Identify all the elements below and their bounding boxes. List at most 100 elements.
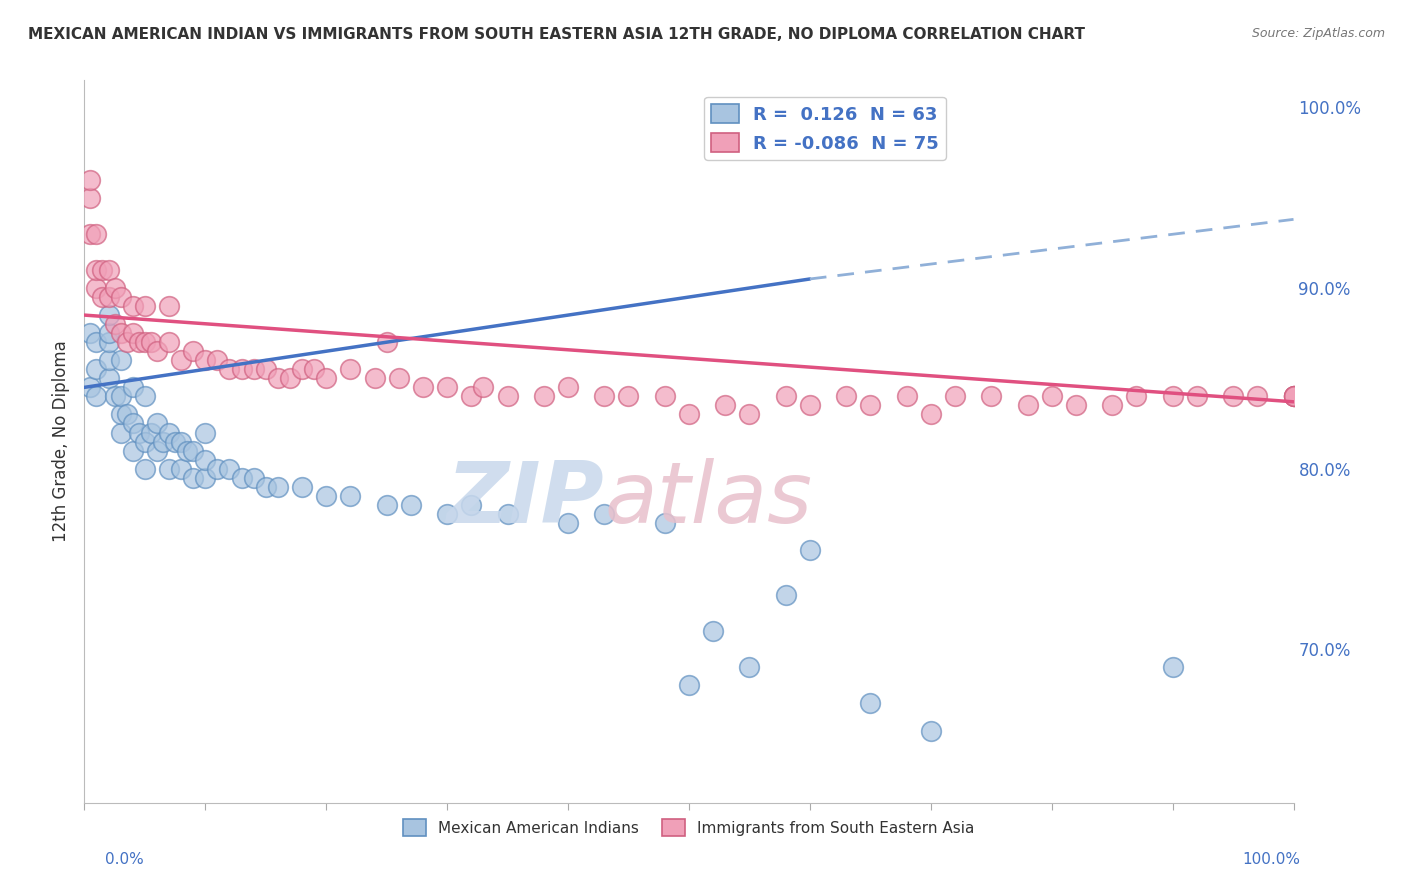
Point bbox=[315, 489, 337, 503]
Point bbox=[134, 434, 156, 449]
Point bbox=[1282, 389, 1305, 403]
Point bbox=[339, 489, 361, 503]
Point bbox=[134, 389, 156, 403]
Point bbox=[86, 281, 108, 295]
Point bbox=[104, 389, 127, 403]
Point bbox=[194, 425, 217, 440]
Point bbox=[254, 362, 277, 376]
Point bbox=[460, 498, 482, 512]
Point bbox=[194, 353, 217, 368]
Point bbox=[678, 408, 700, 422]
Point bbox=[110, 408, 132, 422]
Point bbox=[1064, 398, 1087, 412]
Point bbox=[835, 389, 858, 403]
Point bbox=[654, 516, 676, 530]
Point bbox=[738, 660, 761, 674]
Point bbox=[291, 480, 314, 494]
Text: MEXICAN AMERICAN INDIAN VS IMMIGRANTS FROM SOUTH EASTERN ASIA 12TH GRADE, NO DIP: MEXICAN AMERICAN INDIAN VS IMMIGRANTS FR… bbox=[28, 27, 1085, 42]
Point bbox=[79, 326, 101, 340]
Point bbox=[79, 227, 101, 241]
Point bbox=[267, 371, 290, 385]
Point bbox=[1282, 389, 1305, 403]
Point bbox=[79, 380, 101, 394]
Point bbox=[375, 498, 398, 512]
Point bbox=[128, 335, 150, 350]
Text: atlas: atlas bbox=[605, 458, 813, 541]
Point bbox=[97, 263, 120, 277]
Point bbox=[207, 461, 229, 475]
Point bbox=[146, 344, 169, 359]
Point bbox=[79, 191, 101, 205]
Text: 100.0%: 100.0% bbox=[1243, 852, 1301, 867]
Point bbox=[86, 335, 108, 350]
Point bbox=[460, 389, 482, 403]
Point bbox=[115, 335, 138, 350]
Point bbox=[97, 371, 120, 385]
Point bbox=[139, 425, 162, 440]
Point bbox=[97, 290, 120, 304]
Point bbox=[139, 335, 162, 350]
Point bbox=[1125, 389, 1147, 403]
Point bbox=[194, 452, 217, 467]
Point bbox=[775, 389, 797, 403]
Point bbox=[291, 362, 314, 376]
Point bbox=[110, 326, 132, 340]
Point bbox=[79, 172, 101, 186]
Point bbox=[134, 335, 156, 350]
Point bbox=[194, 470, 217, 484]
Point bbox=[412, 380, 434, 394]
Point bbox=[943, 389, 966, 403]
Point bbox=[557, 380, 579, 394]
Point bbox=[97, 353, 120, 368]
Point bbox=[678, 678, 700, 692]
Point bbox=[496, 389, 519, 403]
Point bbox=[375, 335, 398, 350]
Point bbox=[218, 461, 240, 475]
Point bbox=[1282, 389, 1305, 403]
Point bbox=[980, 389, 1002, 403]
Point bbox=[1017, 398, 1039, 412]
Point bbox=[363, 371, 385, 385]
Point bbox=[859, 398, 882, 412]
Point bbox=[1246, 389, 1268, 403]
Point bbox=[799, 398, 821, 412]
Point bbox=[254, 480, 277, 494]
Point bbox=[654, 389, 676, 403]
Point bbox=[1040, 389, 1063, 403]
Point bbox=[86, 227, 108, 241]
Point bbox=[146, 417, 169, 431]
Point bbox=[110, 290, 132, 304]
Point bbox=[128, 425, 150, 440]
Point bbox=[231, 470, 253, 484]
Point bbox=[170, 353, 193, 368]
Point bbox=[231, 362, 253, 376]
Point bbox=[97, 335, 120, 350]
Text: 0.0%: 0.0% bbox=[105, 852, 145, 867]
Point bbox=[121, 380, 143, 394]
Point bbox=[170, 461, 193, 475]
Point bbox=[1161, 389, 1184, 403]
Point bbox=[146, 443, 169, 458]
Point bbox=[134, 461, 156, 475]
Point bbox=[181, 443, 204, 458]
Point bbox=[104, 281, 127, 295]
Point bbox=[121, 443, 143, 458]
Point bbox=[1282, 389, 1305, 403]
Point bbox=[134, 299, 156, 313]
Point bbox=[859, 697, 882, 711]
Point bbox=[1222, 389, 1244, 403]
Point bbox=[896, 389, 918, 403]
Point bbox=[388, 371, 411, 385]
Text: Source: ZipAtlas.com: Source: ZipAtlas.com bbox=[1251, 27, 1385, 40]
Point bbox=[702, 624, 724, 639]
Point bbox=[1101, 398, 1123, 412]
Point bbox=[472, 380, 495, 394]
Point bbox=[436, 380, 458, 394]
Point bbox=[152, 434, 174, 449]
Y-axis label: 12th Grade, No Diploma: 12th Grade, No Diploma bbox=[52, 341, 70, 542]
Point bbox=[170, 434, 193, 449]
Point bbox=[181, 470, 204, 484]
Point bbox=[165, 434, 187, 449]
Point bbox=[920, 723, 942, 738]
Point bbox=[593, 389, 616, 403]
